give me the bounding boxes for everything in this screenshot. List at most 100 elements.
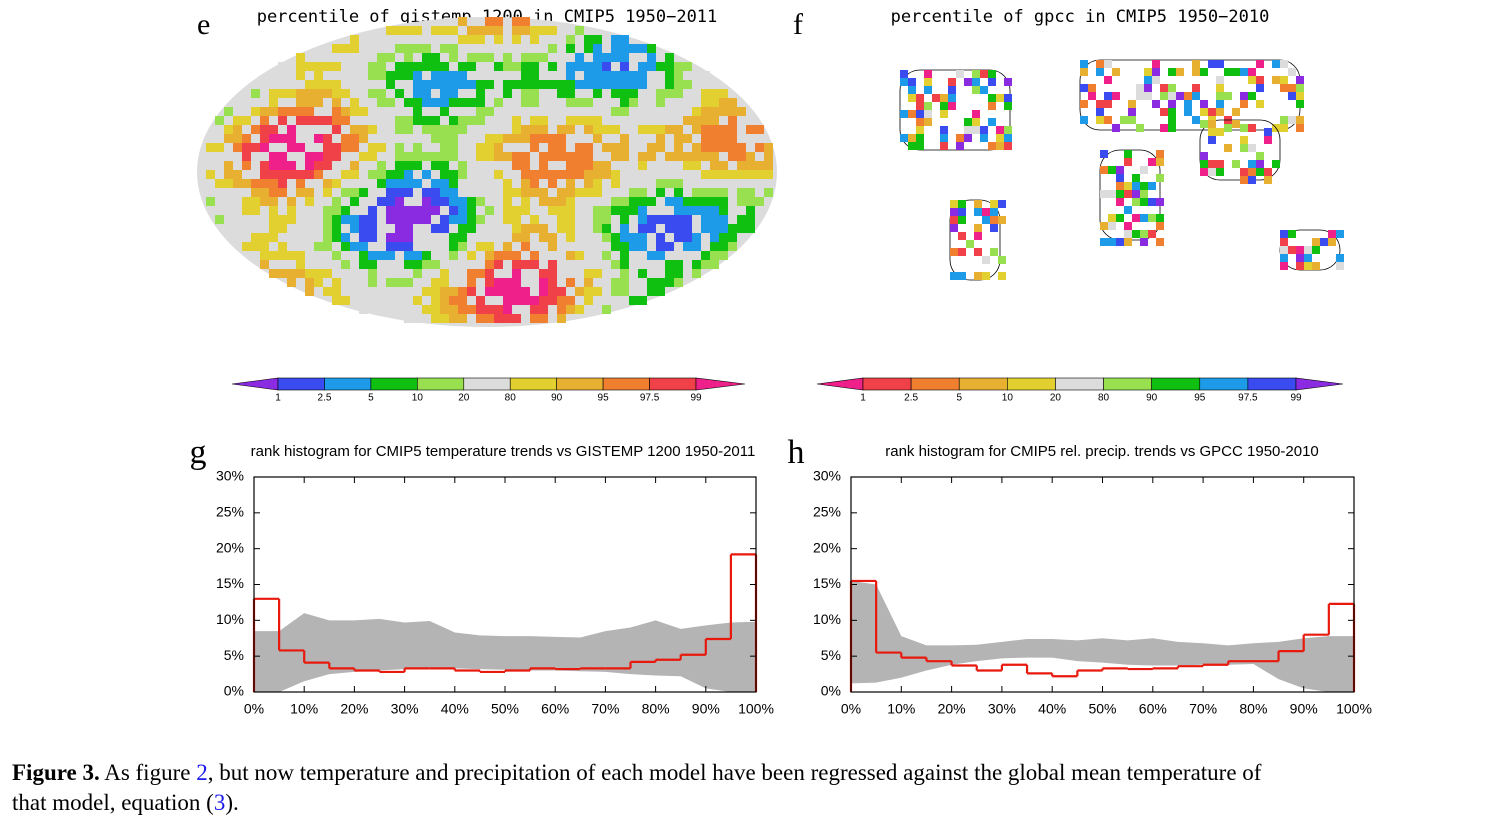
map-cell <box>440 134 449 143</box>
map-cell <box>1272 60 1280 68</box>
map-cell <box>350 107 359 116</box>
map-cell <box>332 296 341 305</box>
map-cell <box>440 71 449 80</box>
map-cell <box>512 62 521 71</box>
map-cell <box>512 134 521 143</box>
map-cell <box>332 224 341 233</box>
x-tick-label: 30% <box>988 701 1016 717</box>
map-cell <box>359 215 368 224</box>
map-cell <box>377 170 386 179</box>
panel-letter: g <box>190 434 207 471</box>
map-cell <box>422 62 431 71</box>
map-cell <box>602 188 611 197</box>
map-cell <box>956 70 964 78</box>
map-cell <box>1336 262 1344 270</box>
map-cell <box>296 269 305 278</box>
map-cell <box>719 107 728 116</box>
map-cell <box>539 287 548 296</box>
map-cell <box>1128 116 1136 124</box>
map-cell <box>521 152 530 161</box>
map-field <box>899 59 1344 281</box>
map-cell <box>440 215 449 224</box>
map-cell <box>395 116 404 125</box>
map-cell <box>674 134 683 143</box>
map-cell <box>593 35 602 44</box>
map-cell <box>950 272 958 280</box>
map-cell <box>1144 92 1152 100</box>
map-cell <box>323 161 332 170</box>
map-cell <box>476 305 485 314</box>
map-cell <box>924 86 932 94</box>
map-cell <box>566 179 575 188</box>
map-cell <box>467 53 476 62</box>
map-cell <box>260 251 269 260</box>
map-cell <box>422 287 431 296</box>
map-cell <box>467 278 476 287</box>
colorbar-label: 80 <box>505 393 517 404</box>
map-cell <box>974 248 982 256</box>
colorbar-swatch <box>1247 377 1297 391</box>
map-cell <box>467 215 476 224</box>
map-cell <box>332 152 341 161</box>
map-cell <box>476 215 485 224</box>
map-cell <box>557 125 566 134</box>
map-cell <box>566 161 575 170</box>
map-cell <box>260 242 269 251</box>
y-tick-label: 0% <box>224 683 244 699</box>
map-cell <box>566 170 575 179</box>
map-cell <box>737 224 746 233</box>
map-cell <box>1100 238 1108 246</box>
figure-link[interactable]: 2 <box>196 760 208 785</box>
map-cell <box>404 116 413 125</box>
map-cell <box>350 53 359 62</box>
map-cell <box>548 62 557 71</box>
map-cell <box>485 251 494 260</box>
map-cell <box>395 278 404 287</box>
map-cell <box>269 188 278 197</box>
x-tick-label: 0% <box>244 701 264 717</box>
map-cell <box>908 94 916 102</box>
map-cell <box>710 152 719 161</box>
map-cell <box>916 126 924 134</box>
map-cell <box>332 80 341 89</box>
map-cell <box>728 233 737 242</box>
map-cell <box>530 224 539 233</box>
map-cell <box>440 143 449 152</box>
map-cell <box>476 161 485 170</box>
map-cell <box>242 215 251 224</box>
map-cell <box>1184 108 1192 116</box>
map-cell <box>413 26 422 35</box>
colorbar-label: 10 <box>412 393 424 404</box>
map-cell <box>476 269 485 278</box>
map-cell <box>611 260 620 269</box>
equation-link[interactable]: 3 <box>213 790 226 815</box>
map-cell <box>566 197 575 206</box>
map-cell <box>990 208 998 216</box>
map-cell <box>972 118 980 126</box>
map-cell <box>494 134 503 143</box>
map-cell <box>530 116 539 125</box>
map-cell <box>323 224 332 233</box>
map-cell <box>958 232 966 240</box>
map-cell <box>584 125 593 134</box>
map-cell <box>1004 94 1012 102</box>
map-cell <box>566 188 575 197</box>
colorbar-label: 20 <box>1050 393 1062 404</box>
map-cell <box>305 80 314 89</box>
map-cell <box>950 200 958 208</box>
map-cell <box>404 170 413 179</box>
map-cell <box>1312 238 1320 246</box>
map-cell <box>341 188 350 197</box>
map-cell <box>386 53 395 62</box>
map-cell <box>1328 238 1336 246</box>
map-cell <box>1116 166 1124 174</box>
map-cell <box>503 206 512 215</box>
map-cell <box>413 314 422 323</box>
map-cell <box>539 116 548 125</box>
map-cell <box>521 134 530 143</box>
map-cell <box>638 197 647 206</box>
map-cell <box>584 305 593 314</box>
map-cell <box>1232 68 1240 76</box>
map-cell <box>710 233 719 242</box>
map-cell <box>1116 190 1124 198</box>
